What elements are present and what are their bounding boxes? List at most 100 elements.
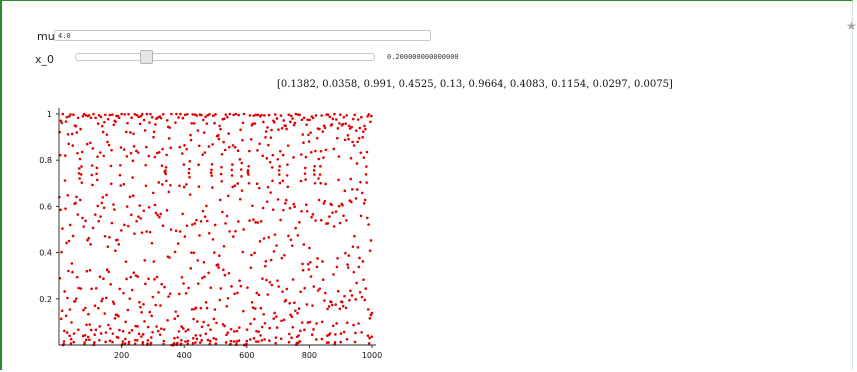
data-point xyxy=(197,163,200,167)
data-point xyxy=(71,234,75,238)
data-point xyxy=(213,223,217,227)
y-tick-label: 0.8 xyxy=(39,156,52,165)
data-point xyxy=(152,135,155,139)
data-point xyxy=(118,173,122,177)
mu-input[interactable] xyxy=(54,30,431,41)
data-point xyxy=(111,332,115,335)
data-point xyxy=(113,208,116,211)
data-point xyxy=(334,333,337,336)
data-point xyxy=(216,263,220,266)
data-point xyxy=(78,177,81,180)
data-point xyxy=(113,317,117,320)
data-point xyxy=(58,153,62,157)
data-point xyxy=(91,147,95,150)
data-point xyxy=(350,200,353,204)
data-point xyxy=(209,171,213,174)
data-point xyxy=(258,186,261,190)
data-point xyxy=(80,181,84,184)
data-point xyxy=(147,277,150,281)
data-point xyxy=(180,339,183,342)
data-point xyxy=(292,202,296,206)
data-point xyxy=(64,120,68,123)
data-point xyxy=(326,113,330,116)
data-point xyxy=(205,122,209,125)
data-point xyxy=(165,153,168,157)
data-point xyxy=(116,114,120,118)
data-point xyxy=(315,322,318,325)
data-point xyxy=(101,130,105,134)
data-point xyxy=(188,159,192,163)
data-point xyxy=(91,226,95,230)
data-point xyxy=(274,341,277,345)
data-point xyxy=(348,298,351,302)
data-point xyxy=(363,298,367,302)
data-point xyxy=(255,182,259,185)
data-point xyxy=(323,299,326,302)
data-point xyxy=(230,174,234,177)
data-point xyxy=(292,156,295,159)
data-point xyxy=(160,164,164,168)
data-point xyxy=(233,145,237,149)
data-point xyxy=(309,260,312,264)
data-point xyxy=(218,198,222,202)
data-point xyxy=(147,154,151,158)
data-point xyxy=(290,336,293,339)
data-point xyxy=(180,325,183,328)
data-point xyxy=(61,112,65,116)
data-point xyxy=(273,113,277,116)
data-point xyxy=(172,342,176,345)
data-point xyxy=(335,118,338,121)
data-point xyxy=(137,115,141,119)
data-point xyxy=(109,327,112,330)
data-point xyxy=(281,179,285,183)
data-point xyxy=(99,332,103,335)
data-point xyxy=(170,112,173,116)
data-point xyxy=(75,195,78,199)
data-point xyxy=(220,165,223,169)
data-point xyxy=(130,329,134,332)
data-point xyxy=(168,292,172,295)
data-point xyxy=(322,156,325,159)
data-point xyxy=(300,209,303,213)
data-point xyxy=(365,181,368,184)
data-point xyxy=(232,340,236,343)
data-point xyxy=(271,208,275,211)
data-point xyxy=(267,113,271,117)
data-point xyxy=(217,134,220,137)
data-point xyxy=(191,342,195,345)
data-point xyxy=(60,121,64,125)
data-point xyxy=(194,306,198,310)
data-point xyxy=(334,210,338,213)
data-point xyxy=(214,113,217,116)
data-point xyxy=(351,245,355,248)
data-point xyxy=(369,313,373,317)
data-point xyxy=(89,328,93,332)
data-point xyxy=(68,308,72,311)
star-icon[interactable]: ★ xyxy=(846,19,857,33)
data-point xyxy=(320,320,324,324)
data-point xyxy=(222,268,225,272)
data-point xyxy=(106,245,110,248)
data-point xyxy=(208,112,211,116)
data-point xyxy=(140,231,144,234)
data-point xyxy=(132,271,136,275)
data-point xyxy=(65,331,69,334)
x0-slider-handle[interactable] xyxy=(140,50,153,64)
data-point xyxy=(339,340,343,344)
data-point xyxy=(148,310,152,314)
data-point xyxy=(121,329,125,333)
data-point xyxy=(111,340,114,344)
data-point xyxy=(162,339,166,343)
data-point xyxy=(287,340,291,344)
data-point xyxy=(162,328,166,331)
data-point xyxy=(304,155,308,159)
data-point xyxy=(206,219,209,223)
x0-slider[interactable] xyxy=(75,50,375,64)
data-point xyxy=(183,144,186,147)
x-tick-label: 1000 xyxy=(362,351,382,360)
data-point xyxy=(130,288,134,292)
data-point xyxy=(361,130,365,133)
data-point xyxy=(262,312,266,316)
data-point xyxy=(149,341,153,345)
data-point xyxy=(178,184,181,188)
